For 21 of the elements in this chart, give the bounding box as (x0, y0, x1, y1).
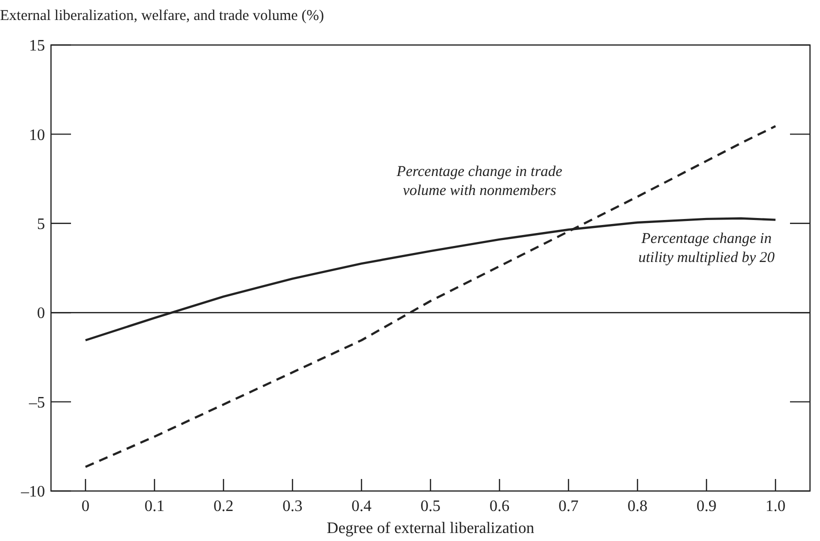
x-tick-label: 0.3 (282, 498, 302, 515)
x-tick-label: 1.0 (766, 498, 786, 515)
x-tick-label: 0.9 (696, 498, 716, 515)
x-axis-title: Degree of external liberalization (326, 520, 534, 537)
y-axis-title: External liberalization, welfare, and trade volume (%) (0, 8, 324, 24)
x-tick-label: 0 (82, 498, 90, 515)
y-tick-label: 0 (37, 305, 45, 322)
x-tick-label: 0.6 (490, 498, 510, 515)
y-tick-label: –10 (20, 484, 45, 501)
series-label: Percentage change in utility multiplied by 20 (638, 230, 776, 266)
x-tick-label: 0.4 (352, 498, 372, 515)
y-tick-label: 5 (37, 216, 45, 233)
x-tick-label: 0.7 (558, 498, 578, 515)
y-tick-label: 15 (29, 38, 45, 55)
x-tick-label: 0.1 (144, 498, 164, 515)
text: Percentage change in trade volume with nonmembers (396, 164, 563, 200)
x-tick-label: 0.8 (628, 498, 648, 515)
y-tick-label: –5 (28, 394, 45, 412)
x-tick-label: 0.5 (420, 498, 440, 515)
y-tick-label: 10 (29, 126, 45, 144)
x-tick-label: 0.2 (214, 498, 234, 515)
